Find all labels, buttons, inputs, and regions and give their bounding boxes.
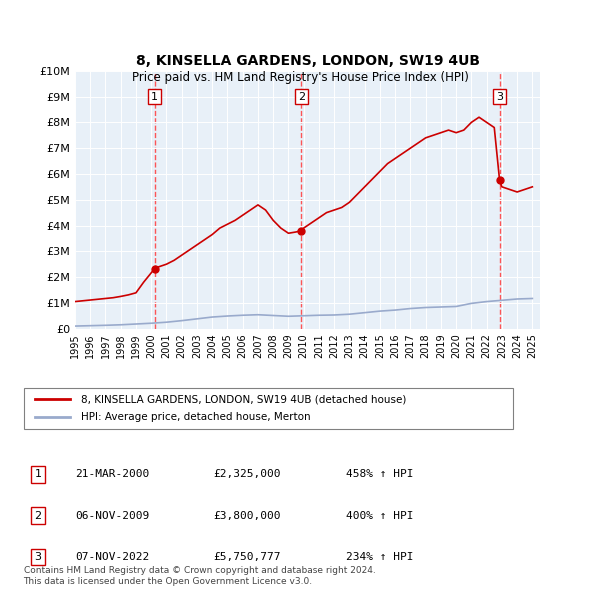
Text: HPI: Average price, detached house, Merton: HPI: Average price, detached house, Mert… [81,412,311,422]
Text: 458% ↑ HPI: 458% ↑ HPI [346,470,413,479]
Text: 1: 1 [34,470,41,479]
Text: Contains HM Land Registry data © Crown copyright and database right 2024.
This d: Contains HM Land Registry data © Crown c… [23,566,375,586]
Title: 8, KINSELLA GARDENS, LONDON, SW19 4UB: 8, KINSELLA GARDENS, LONDON, SW19 4UB [136,54,479,68]
Text: 400% ↑ HPI: 400% ↑ HPI [346,511,413,520]
Text: 21-MAR-2000: 21-MAR-2000 [76,470,149,479]
Text: £2,325,000: £2,325,000 [214,470,281,479]
Text: 3: 3 [496,91,503,101]
FancyBboxPatch shape [23,388,513,429]
Text: £3,800,000: £3,800,000 [214,511,281,520]
Text: 3: 3 [34,552,41,562]
Text: Price paid vs. HM Land Registry's House Price Index (HPI): Price paid vs. HM Land Registry's House … [131,71,469,84]
Text: 06-NOV-2009: 06-NOV-2009 [76,511,149,520]
Text: 07-NOV-2022: 07-NOV-2022 [76,552,149,562]
Text: 234% ↑ HPI: 234% ↑ HPI [346,552,413,562]
Text: 8, KINSELLA GARDENS, LONDON, SW19 4UB (detached house): 8, KINSELLA GARDENS, LONDON, SW19 4UB (d… [81,394,406,404]
Text: 2: 2 [34,511,41,520]
Text: 1: 1 [151,91,158,101]
Text: £5,750,777: £5,750,777 [214,552,281,562]
Text: 2: 2 [298,91,305,101]
